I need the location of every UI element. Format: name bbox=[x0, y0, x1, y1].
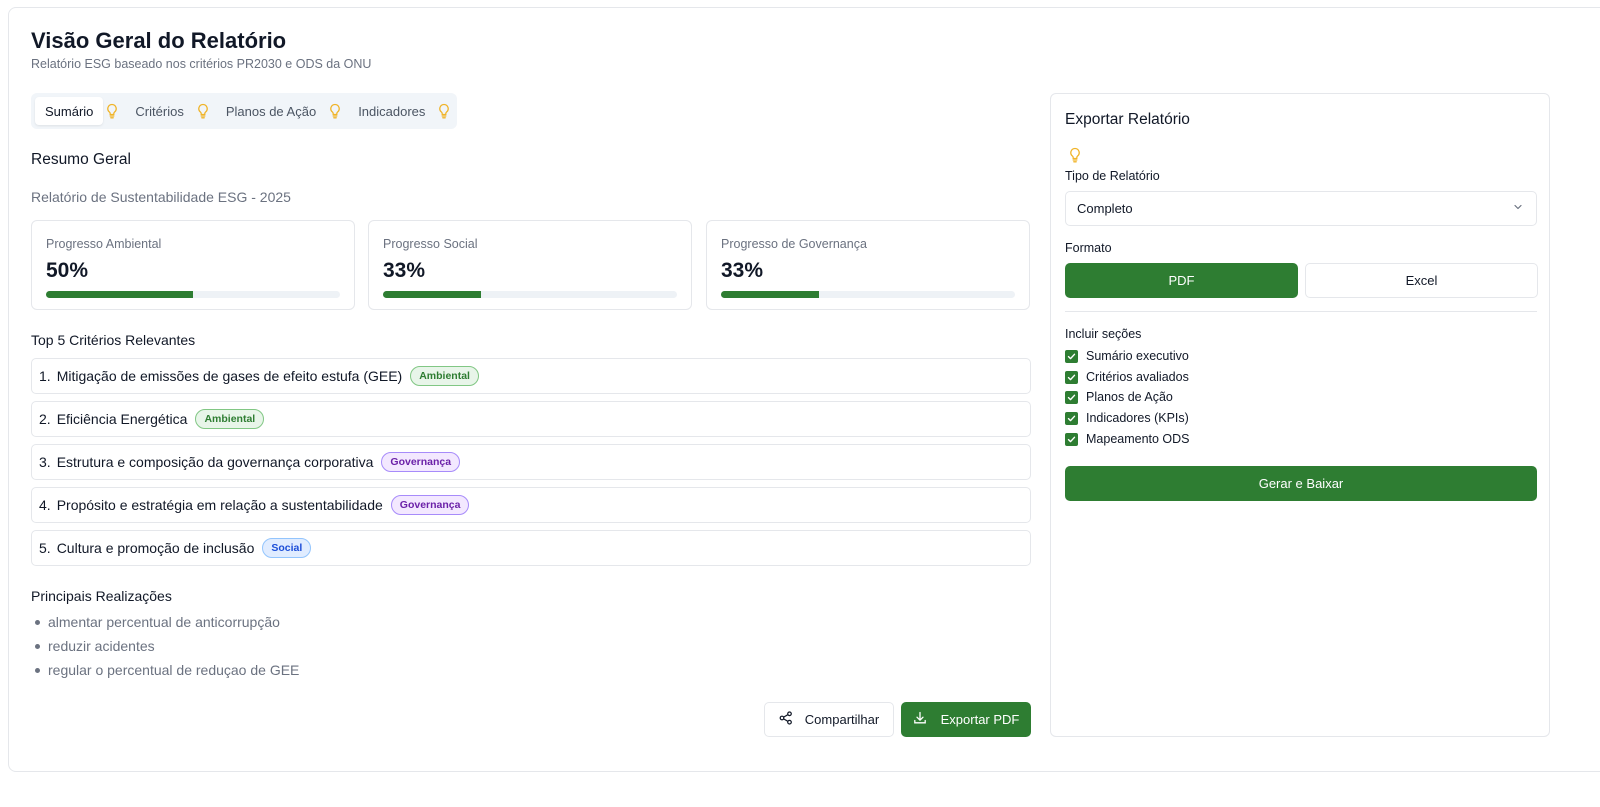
section-checkbox-planos[interactable]: Planos de Ação bbox=[1065, 390, 1173, 404]
category-badge: Governança bbox=[390, 495, 470, 515]
list-item: almentar percentual de anticorrupção bbox=[34, 614, 299, 638]
summary-title: Resumo Geral bbox=[31, 151, 131, 168]
report-type-select[interactable]: Completo bbox=[1065, 191, 1537, 226]
category-badge: Social bbox=[262, 538, 312, 558]
tab-criterios[interactable]: Critérios bbox=[135, 103, 184, 119]
page-subtitle: Relatório ESG baseado nos critérios PR20… bbox=[31, 57, 372, 71]
progress-bar bbox=[46, 291, 340, 298]
progress-fill bbox=[46, 291, 193, 298]
progress-label: Progresso de Governança bbox=[721, 237, 867, 251]
tab-planos-de-acao[interactable]: Planos de Ação bbox=[225, 103, 317, 119]
progress-label: Progresso Social bbox=[383, 237, 478, 251]
format-label: Formato bbox=[1065, 241, 1112, 255]
progress-bar bbox=[383, 291, 677, 298]
lightbulb-icon[interactable] bbox=[437, 103, 451, 119]
criteria-number: 5. bbox=[39, 540, 51, 556]
share-button[interactable]: Compartilhar bbox=[764, 702, 894, 737]
criteria-row[interactable]: 4. Propósito e estratégia em relação a s… bbox=[31, 487, 1031, 523]
progress-bar bbox=[721, 291, 1015, 298]
check-icon[interactable] bbox=[1065, 370, 1078, 384]
lightbulb-icon[interactable] bbox=[196, 103, 210, 119]
progress-card-ambiental: Progresso Ambiental 50% bbox=[31, 220, 355, 310]
divider bbox=[1065, 311, 1537, 312]
checkbox-label: Planos de Ação bbox=[1086, 390, 1173, 404]
export-panel-title: Exportar Relatório bbox=[1065, 111, 1190, 128]
criteria-number: 3. bbox=[39, 454, 51, 470]
criteria-text: Mitigação de emissões de gases de efeito… bbox=[56, 368, 403, 384]
section-checkbox-sumario[interactable]: Sumário executivo bbox=[1065, 349, 1189, 363]
progress-label: Progresso Ambiental bbox=[46, 237, 162, 251]
checkbox-label: Critérios avaliados bbox=[1086, 370, 1189, 384]
criteria-title: Top 5 Critérios Relevantes bbox=[31, 332, 196, 348]
checkbox-label: Sumário executivo bbox=[1086, 349, 1189, 363]
progress-card-social: Progresso Social 33% bbox=[368, 220, 692, 310]
category-badge: Ambiental bbox=[195, 409, 265, 429]
report-type-value: Completo bbox=[1077, 201, 1133, 216]
share-label: Compartilhar bbox=[804, 712, 880, 727]
check-icon[interactable] bbox=[1065, 349, 1078, 363]
format-excel-button[interactable]: Excel bbox=[1305, 263, 1538, 298]
tab-indicadores[interactable]: Indicadores bbox=[358, 103, 426, 119]
progress-value: 33% bbox=[721, 259, 764, 282]
share-icon bbox=[779, 711, 793, 728]
lightbulb-icon[interactable] bbox=[105, 103, 119, 119]
criteria-number: 2. bbox=[39, 411, 51, 427]
progress-value: 33% bbox=[383, 259, 426, 282]
checkbox-label: Indicadores (KPIs) bbox=[1086, 411, 1189, 425]
check-icon[interactable] bbox=[1065, 390, 1078, 404]
sections-label: Incluir seções bbox=[1065, 327, 1142, 341]
report-name: Relatório de Sustentabilidade ESG - 2025 bbox=[31, 189, 291, 205]
download-icon bbox=[913, 711, 927, 728]
page-title: Visão Geral do Relatório bbox=[31, 28, 287, 53]
criteria-text: Eficiência Energética bbox=[56, 411, 188, 427]
check-icon[interactable] bbox=[1065, 432, 1078, 446]
achievements-list: almentar percentual de anticorrupção red… bbox=[34, 614, 299, 686]
category-badge: Ambiental bbox=[410, 366, 479, 386]
check-icon[interactable] bbox=[1065, 411, 1078, 425]
tab-sumario[interactable]: Sumário bbox=[35, 97, 104, 125]
export-panel: Exportar Relatório Tipo de Relatório Com… bbox=[1050, 93, 1550, 737]
criteria-row[interactable]: 2. Eficiência Energética Ambiental bbox=[31, 401, 1031, 437]
chevron-down-icon bbox=[1512, 201, 1524, 216]
criteria-text: Propósito e estratégia em relação a sust… bbox=[56, 497, 383, 513]
report-overview-card: Visão Geral do Relatório Relatório ESG b… bbox=[8, 7, 1600, 772]
progress-fill bbox=[721, 291, 819, 298]
criteria-text: Estrutura e composição da governança cor… bbox=[56, 454, 374, 470]
lightbulb-icon[interactable] bbox=[328, 103, 342, 119]
progress-fill bbox=[383, 291, 481, 298]
export-pdf-button[interactable]: Exportar PDF bbox=[901, 702, 1031, 737]
list-item: regular o percentual de reduçao de GEE bbox=[34, 662, 299, 686]
generate-download-button[interactable]: Gerar e Baixar bbox=[1065, 466, 1537, 501]
export-pdf-label: Exportar PDF bbox=[940, 712, 1020, 727]
list-item: reduzir acidentes bbox=[34, 638, 299, 662]
lightbulb-icon[interactable] bbox=[1068, 147, 1082, 168]
criteria-number: 4. bbox=[39, 497, 51, 513]
format-pdf-button[interactable]: PDF bbox=[1065, 263, 1298, 298]
section-checkbox-indicadores[interactable]: Indicadores (KPIs) bbox=[1065, 411, 1189, 425]
progress-value: 50% bbox=[46, 259, 89, 282]
criteria-number: 1. bbox=[39, 368, 51, 384]
criteria-row[interactable]: 1. Mitigação de emissões de gases de efe… bbox=[31, 358, 1031, 394]
section-checkbox-ods[interactable]: Mapeamento ODS bbox=[1065, 432, 1190, 446]
category-badge: Governança bbox=[381, 452, 461, 472]
section-checkbox-criterios[interactable]: Critérios avaliados bbox=[1065, 370, 1189, 384]
progress-card-governanca: Progresso de Governança 33% bbox=[706, 220, 1030, 310]
achievements-title: Principais Realizações bbox=[31, 588, 172, 604]
criteria-text: Cultura e promoção de inclusão bbox=[56, 540, 255, 556]
criteria-row[interactable]: 5. Cultura e promoção de inclusão Social bbox=[31, 530, 1031, 566]
tab-list: Sumário Critérios Planos de Ação Indicad… bbox=[31, 93, 457, 129]
report-type-label: Tipo de Relatório bbox=[1065, 169, 1160, 183]
checkbox-label: Mapeamento ODS bbox=[1086, 432, 1190, 446]
criteria-row[interactable]: 3. Estrutura e composição da governança … bbox=[31, 444, 1031, 480]
